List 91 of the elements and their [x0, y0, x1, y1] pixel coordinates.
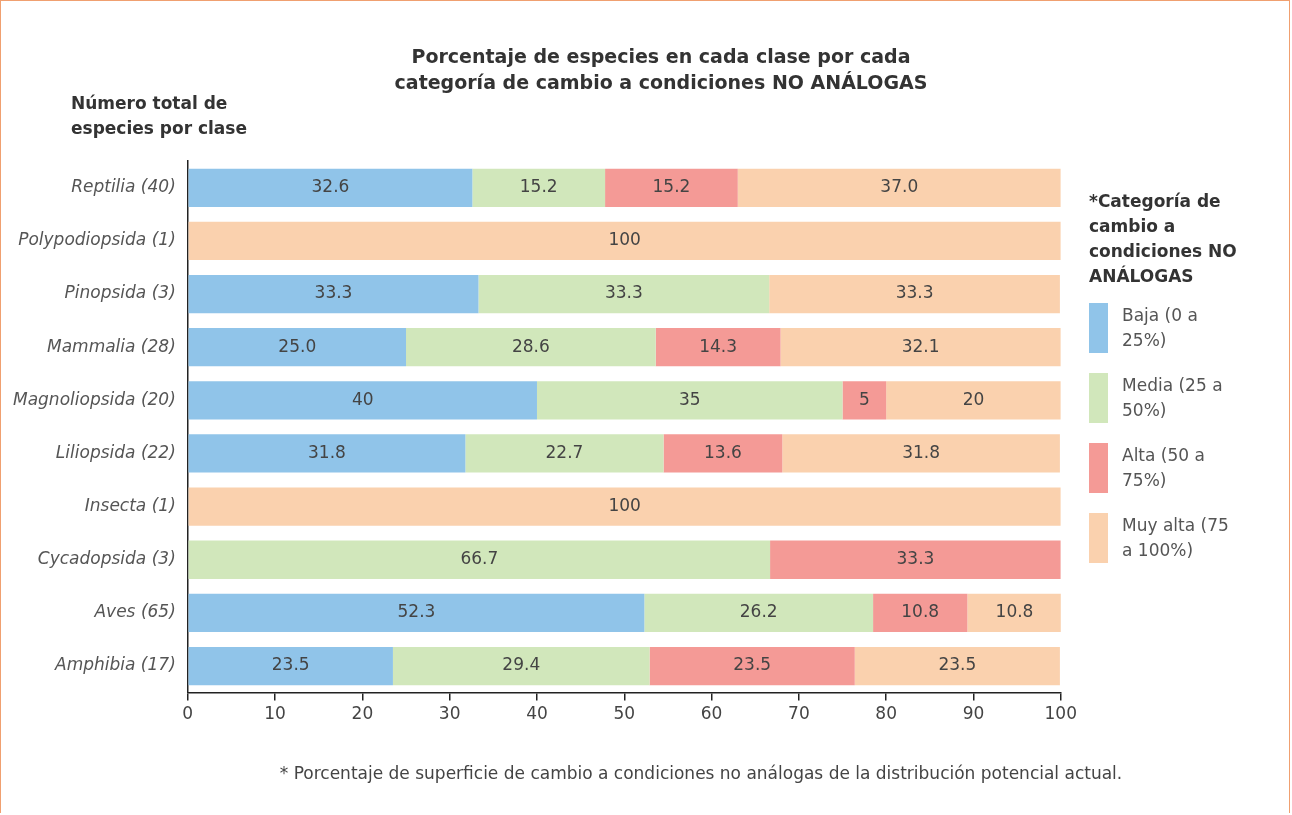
bar	[536, 381, 843, 420]
data-label: 33.3	[604, 282, 643, 303]
bar	[769, 274, 1060, 314]
bar	[967, 593, 1061, 633]
y-tick-label: Liliopsida (22)	[55, 441, 176, 462]
bar	[188, 381, 537, 420]
bar	[605, 168, 738, 207]
data-label: 23.5	[938, 654, 977, 675]
data-label: 28.6	[511, 335, 550, 356]
data-label: 31.8	[902, 441, 941, 462]
y-tick-label: Cycadopsida (3)	[37, 548, 176, 569]
bar	[392, 646, 650, 686]
data-label: 22.7	[545, 441, 584, 462]
bar	[649, 646, 855, 686]
y-tick-label: Pinopsida (3)	[64, 282, 176, 303]
data-label: 20	[962, 388, 985, 409]
bar	[663, 434, 783, 473]
text: Muy alta (75 a 100%)	[1122, 514, 1230, 562]
y-tick-label: Aves (65)	[93, 601, 176, 622]
bar	[737, 168, 1061, 207]
data-label: 35	[678, 388, 701, 409]
bar	[188, 487, 1061, 526]
data-label: 5	[858, 388, 870, 409]
data-label: 33.3	[314, 282, 353, 303]
data-label: 32.6	[311, 176, 350, 197]
bar	[188, 646, 393, 686]
x-tick-label: 100	[1044, 703, 1077, 724]
bar	[188, 328, 407, 367]
data-label: 10.8	[995, 601, 1034, 622]
bar	[644, 593, 874, 633]
bar	[188, 274, 479, 314]
text: * Porcentaje de superficie de cambio a condiciones no análogas de la distribución potencial actual.	[278, 763, 1124, 783]
bar	[655, 328, 781, 367]
data-label: 33.3	[896, 548, 935, 569]
data-label: 25.0	[278, 335, 317, 356]
y-tick-label: Magnoliopsida (20)	[13, 388, 176, 409]
data-label: 37.0	[880, 176, 919, 197]
data-label: 32.1	[901, 335, 940, 356]
bar	[782, 434, 1060, 473]
bar	[842, 381, 887, 420]
bar	[188, 593, 645, 633]
data-label: 100	[608, 495, 641, 516]
y-tick-label: Mammalia (28)	[46, 335, 176, 356]
x-tick-label: 30	[438, 703, 461, 724]
text: Media (25 a 50%)	[1122, 374, 1224, 422]
data-label: 23.5	[271, 654, 310, 675]
data-label: 31.8	[308, 441, 346, 462]
bar	[472, 168, 606, 207]
bar	[780, 328, 1061, 367]
x-tick-label: 80	[875, 703, 897, 724]
data-label: 52.3	[397, 601, 436, 622]
data-label: 40	[351, 388, 374, 409]
x-tick-label: 70	[788, 703, 810, 724]
x-tick-label: 0	[182, 703, 194, 724]
data-label: 23.5	[733, 654, 772, 675]
data-label: 14.3	[699, 335, 738, 356]
bar	[770, 540, 1061, 579]
bar	[188, 168, 473, 207]
data-label: 15.2	[652, 176, 691, 197]
text: Alta (50 a 75%)	[1122, 444, 1206, 492]
y-tick-label: Amphibia (17)	[54, 654, 176, 675]
bar	[188, 434, 466, 473]
data-label: 33.3	[895, 282, 934, 303]
x-tick-label: 20	[351, 703, 374, 724]
bar	[886, 381, 1061, 420]
y-axis-title: Número total de especies por clase	[71, 92, 248, 140]
bar	[188, 221, 1061, 261]
y-tick-label: Reptilia (40)	[71, 176, 176, 197]
bar	[465, 434, 664, 473]
bar	[854, 646, 1060, 686]
bar	[873, 593, 968, 633]
bar	[478, 274, 770, 314]
x-tick-label: 50	[613, 703, 636, 724]
data-label: 100	[608, 229, 641, 250]
text: Baja (0 a 25%)	[1122, 304, 1199, 352]
y-tick-label: Insecta (1)	[84, 495, 176, 516]
data-label: 66.7	[460, 548, 499, 569]
chart-title: Porcentaje de especies en cada clase por cada categoría de cambio a condiciones NO ANÁLOGAS	[393, 44, 929, 95]
data-label: 15.2	[519, 176, 558, 197]
x-tick-label: 40	[526, 703, 548, 724]
x-tick-label: 60	[700, 703, 723, 724]
legend-title: *Categoría de cambio a condiciones NO ANÁLOGAS	[1089, 190, 1238, 288]
x-tick-label: 10	[264, 703, 286, 724]
bar	[188, 540, 771, 579]
y-tick-label: Polypodiopsida (1)	[18, 229, 176, 250]
data-label: 10.8	[901, 601, 940, 622]
data-label: 13.6	[704, 441, 742, 462]
bar	[406, 328, 656, 367]
x-tick-label: 90	[962, 703, 985, 724]
data-label: 29.4	[502, 654, 541, 675]
data-label: 26.2	[739, 601, 778, 622]
